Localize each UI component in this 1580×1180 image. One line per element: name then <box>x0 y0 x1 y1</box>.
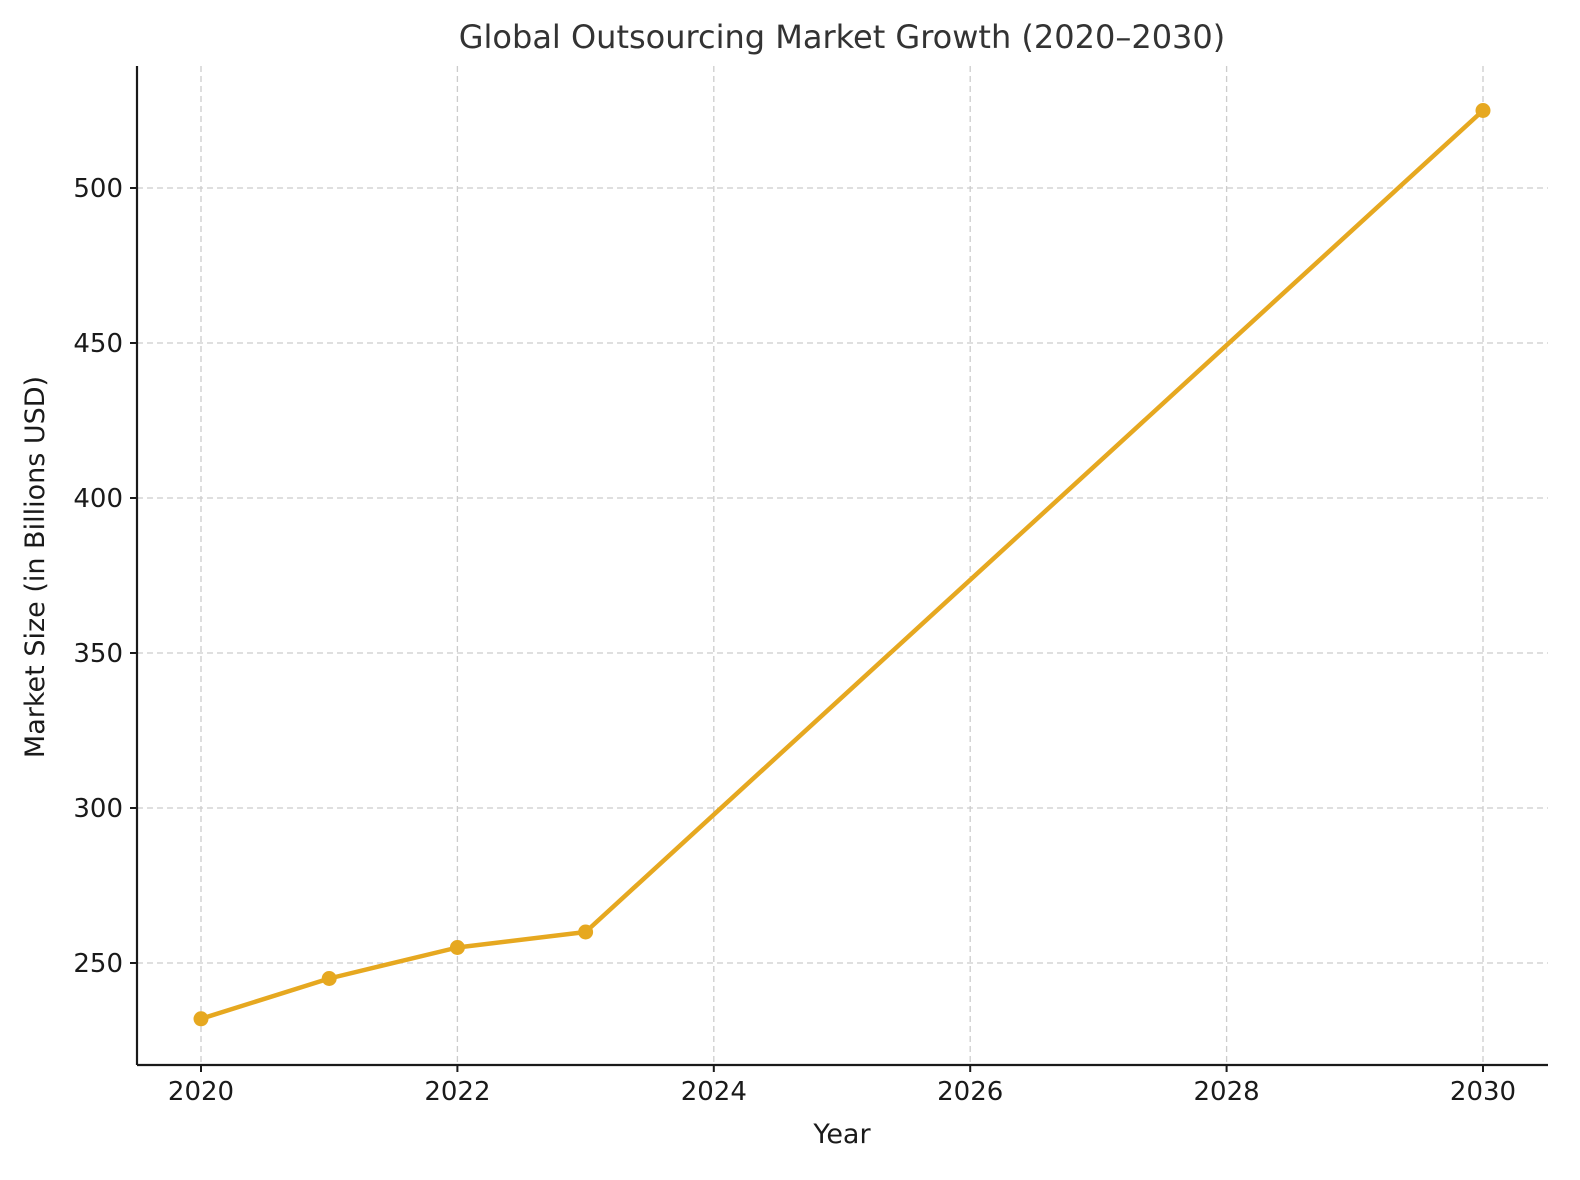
data-point-marker <box>449 940 465 955</box>
data-point-marker <box>321 971 337 986</box>
axes <box>135 66 1548 1067</box>
y-axis-label: Market Size (in Billions USD) <box>20 376 51 758</box>
data-series <box>193 103 1491 1027</box>
y-tick-label: 250 <box>73 949 123 979</box>
data-point-marker <box>578 924 594 940</box>
x-tick-label: 2024 <box>681 1077 747 1107</box>
series-line <box>198 108 1486 1022</box>
y-axis-ticks: 250 300 350 400 450 500 <box>73 174 137 979</box>
y-tick-label: 500 <box>73 174 123 204</box>
x-axis-label: Year <box>812 1119 871 1150</box>
y-tick-label: 300 <box>73 794 123 824</box>
grid-lines <box>137 66 1548 1065</box>
chart-title: Global Outsourcing Market Growth (2020–2… <box>459 18 1226 56</box>
data-point-marker <box>1475 103 1491 118</box>
x-tick-label: 2028 <box>1194 1077 1260 1107</box>
x-tick-label: 2020 <box>168 1077 234 1107</box>
x-tick-label: 2022 <box>424 1077 490 1107</box>
y-tick-label: 350 <box>73 639 123 669</box>
data-point-marker <box>193 1011 209 1027</box>
x-axis-ticks: 2020 2022 2024 2026 2028 2030 <box>168 1065 1516 1107</box>
y-tick-label: 450 <box>73 329 123 359</box>
y-tick-label: 400 <box>73 484 123 514</box>
x-tick-label: 2030 <box>1450 1077 1516 1107</box>
x-tick-label: 2026 <box>937 1077 1003 1107</box>
